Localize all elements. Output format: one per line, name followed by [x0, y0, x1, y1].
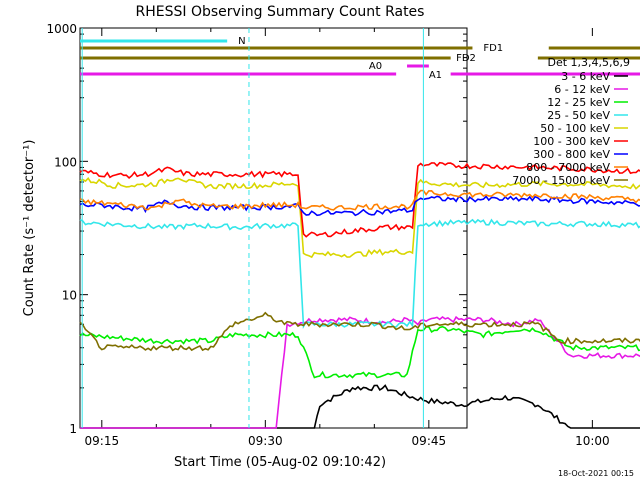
- series-line-1: [80, 315, 640, 429]
- series-line-0: [80, 384, 640, 429]
- vertical-markers: [81, 28, 424, 428]
- y-axis-ticks: 1 10 100 1000: [46, 22, 467, 436]
- series-line-8: [79, 311, 640, 352]
- legend-label: 12 - 25 keV: [547, 96, 610, 109]
- series-line-4: [79, 177, 640, 259]
- flag-label-n: N: [238, 36, 245, 47]
- series-line-7: [79, 189, 640, 211]
- x-axis-label: Start Time (05-Aug-02 09:10:42): [174, 455, 386, 470]
- flag-label-fd1: FD1: [483, 43, 503, 54]
- y-tick-label: 1000: [46, 22, 77, 36]
- legend-label: 6 - 12 keV: [554, 83, 610, 96]
- series-layer: [79, 161, 640, 429]
- flag-label-a1: A1: [429, 70, 442, 81]
- x-tick-label: 09:15: [85, 434, 120, 448]
- chart-title: RHESSI Observing Summary Count Rates: [136, 4, 425, 20]
- series-line-5: [79, 161, 640, 238]
- attenuator-flags: N FD1 FD2 A0 A1: [80, 36, 640, 81]
- legend-label: 50 - 100 keV: [540, 122, 610, 135]
- flag-label-a0: A0: [369, 61, 382, 72]
- flag-label-fd2: FD2: [456, 53, 476, 64]
- y-axis-label: Count Rate (s⁻¹ detector⁻¹): [22, 140, 37, 317]
- y-tick-label: 10: [62, 289, 77, 303]
- legend-label: 800 - 7000 keV: [526, 161, 610, 174]
- legend-label: 7000 - 15000 keV: [512, 174, 610, 187]
- series-line-2: [79, 325, 640, 379]
- x-tick-label: 09:45: [412, 434, 447, 448]
- series-line-3: [79, 218, 640, 330]
- footer-date: 18-Oct-2021 00:15: [558, 469, 634, 478]
- x-tick-label: 10:00: [575, 434, 610, 448]
- legend-label: 100 - 300 keV: [533, 135, 610, 148]
- legend-label: 25 - 50 keV: [547, 109, 610, 122]
- x-tick-label: 09:30: [248, 434, 283, 448]
- legend-title: Det 1,3,4,5,6,9: [547, 56, 630, 69]
- legend-label: 300 - 800 keV: [533, 148, 610, 161]
- y-tick-label: 1: [69, 422, 77, 436]
- legend-label: 3 - 6 keV: [561, 70, 610, 83]
- series-line-6: [79, 195, 640, 217]
- y-tick-label: 100: [54, 155, 77, 169]
